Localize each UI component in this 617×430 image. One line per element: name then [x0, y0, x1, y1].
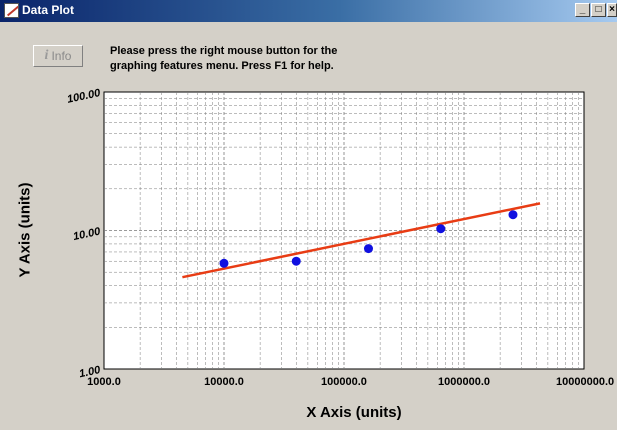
minimize-button[interactable]: _ [575, 3, 590, 17]
x-tick-label: 1000.0 [87, 376, 121, 388]
data-point [508, 210, 518, 220]
help-line-1: Please press the right mouse button for … [110, 45, 338, 57]
grid-lines [104, 92, 584, 369]
y-tick-label: 10.00 [72, 225, 102, 243]
info-button-label: Info [51, 49, 72, 63]
y-tick-label: 100.00 [66, 87, 102, 106]
data-point [219, 258, 229, 268]
info-icon: i [44, 48, 49, 63]
fit-line [182, 202, 541, 279]
title-bar[interactable]: Data Plot _ □ × [0, 0, 617, 22]
info-button[interactable]: i Info [33, 45, 83, 67]
y-axis-label-wrap: Y Axis (units) [10, 110, 40, 350]
help-line-2: graphing features menu. Press F1 for hel… [110, 60, 334, 72]
help-text: Please press the right mouse button for … [110, 44, 337, 74]
x-axis-label: X Axis (units) [306, 404, 402, 421]
data-point [436, 224, 446, 234]
x-tick-label: 1000000.0 [438, 376, 490, 388]
window-title: Data Plot [22, 3, 75, 17]
data-point [291, 256, 301, 266]
data-points [219, 210, 518, 268]
y-tick-label: 1.00 [78, 364, 102, 380]
x-tick-label: 10000000.0 [556, 376, 614, 388]
y-axis-label: Y Axis (units) [16, 182, 34, 278]
fit-line-group [182, 202, 541, 279]
x-tick-label: 100000.0 [321, 376, 367, 388]
maximize-button[interactable]: □ [591, 3, 606, 17]
data-point [363, 244, 373, 254]
app-icon [4, 3, 19, 18]
x-tick-label: 10000.0 [204, 376, 244, 388]
